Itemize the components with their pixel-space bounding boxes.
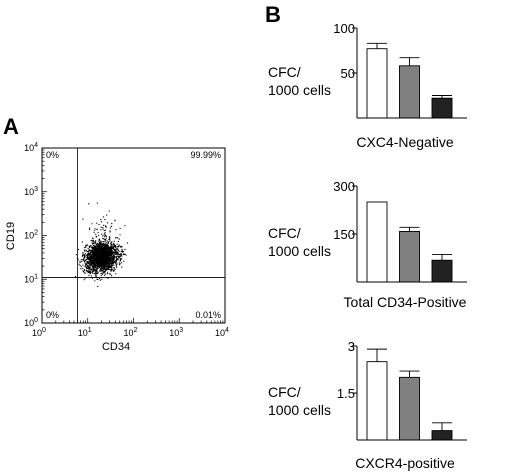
event-dots (75, 202, 129, 287)
bar (431, 97, 453, 119)
bar-chart-2: 150 300 CFC/1000 cells Total CD34-Positive (268, 179, 467, 310)
bar (431, 430, 453, 441)
x-tick-label: 100 (32, 327, 46, 338)
y-axis-label-line1: CFC/ (268, 384, 301, 400)
bar (399, 230, 420, 283)
y-tick-label: 100 (333, 21, 355, 36)
y-axis-label-line1: CFC/ (268, 64, 301, 80)
y-tick-label: 102 (24, 230, 38, 241)
bar-charts: 50 100 CFC/1000 cells CXC4-Negative 150 300 CF… (268, 21, 467, 471)
y-tick-label: 50 (341, 66, 355, 81)
y-tick-label: 104 (24, 142, 38, 153)
panel-b: B 50 100 CFC/1000 cells CXC4-Negative 150 300… (265, 2, 467, 471)
x-tick-label: 103 (169, 327, 183, 338)
bar (366, 361, 388, 441)
bar-chart-title: CXC4-Negative (356, 134, 453, 150)
y-tick-label: 3 (348, 339, 355, 354)
y-axis-label-line2: 1000 cells (268, 243, 331, 259)
bar (399, 376, 420, 441)
scatter-points (75, 202, 129, 287)
quadrant-upper-left-label: 0% (46, 150, 59, 160)
y-tick-label: 100 (24, 317, 38, 328)
bar-chart-title: Total CD34-Positive (344, 294, 467, 310)
y-axis-label-line1: CFC/ (268, 225, 301, 241)
y-axis-label-line2: 1000 cells (268, 402, 331, 418)
y-tick-label: 1.5 (337, 386, 355, 401)
x-tick-label: 104 (215, 327, 229, 338)
panel-letter-a: A (3, 114, 19, 139)
scatter-tick-marks (41, 147, 226, 324)
bar-chart-1: 50 100 CFC/1000 cells CXC4-Negative (268, 21, 467, 150)
x-axis-label: CD34 (102, 341, 130, 353)
y-axis-label: CD19 (5, 222, 17, 250)
quadrant-lower-left-label: 0% (46, 310, 59, 320)
bar (366, 201, 388, 283)
y-tick-label: 150 (333, 227, 355, 242)
bar (431, 259, 453, 283)
y-tick-label: 101 (24, 273, 38, 284)
y-axis-label-line2: 1000 cells (268, 82, 331, 98)
quadrant-lower-right-label: 0.01% (195, 310, 221, 320)
bar-chart-title: CXCR4-positive (355, 455, 455, 471)
x-tick-label: 101 (78, 327, 92, 338)
y-tick-label: 300 (333, 179, 355, 194)
x-tick-label: 102 (124, 327, 138, 338)
bar (399, 65, 420, 119)
scatter-plot-frame (41, 147, 226, 324)
panel-letter-b: B (265, 2, 281, 27)
y-tick-label: 103 (24, 186, 38, 197)
quadrant-upper-right-label: 99.99% (190, 150, 221, 160)
bar (366, 48, 388, 119)
bar-chart-3: 1.5 3 CFC/1000 cells CXCR4-positive (268, 339, 467, 471)
